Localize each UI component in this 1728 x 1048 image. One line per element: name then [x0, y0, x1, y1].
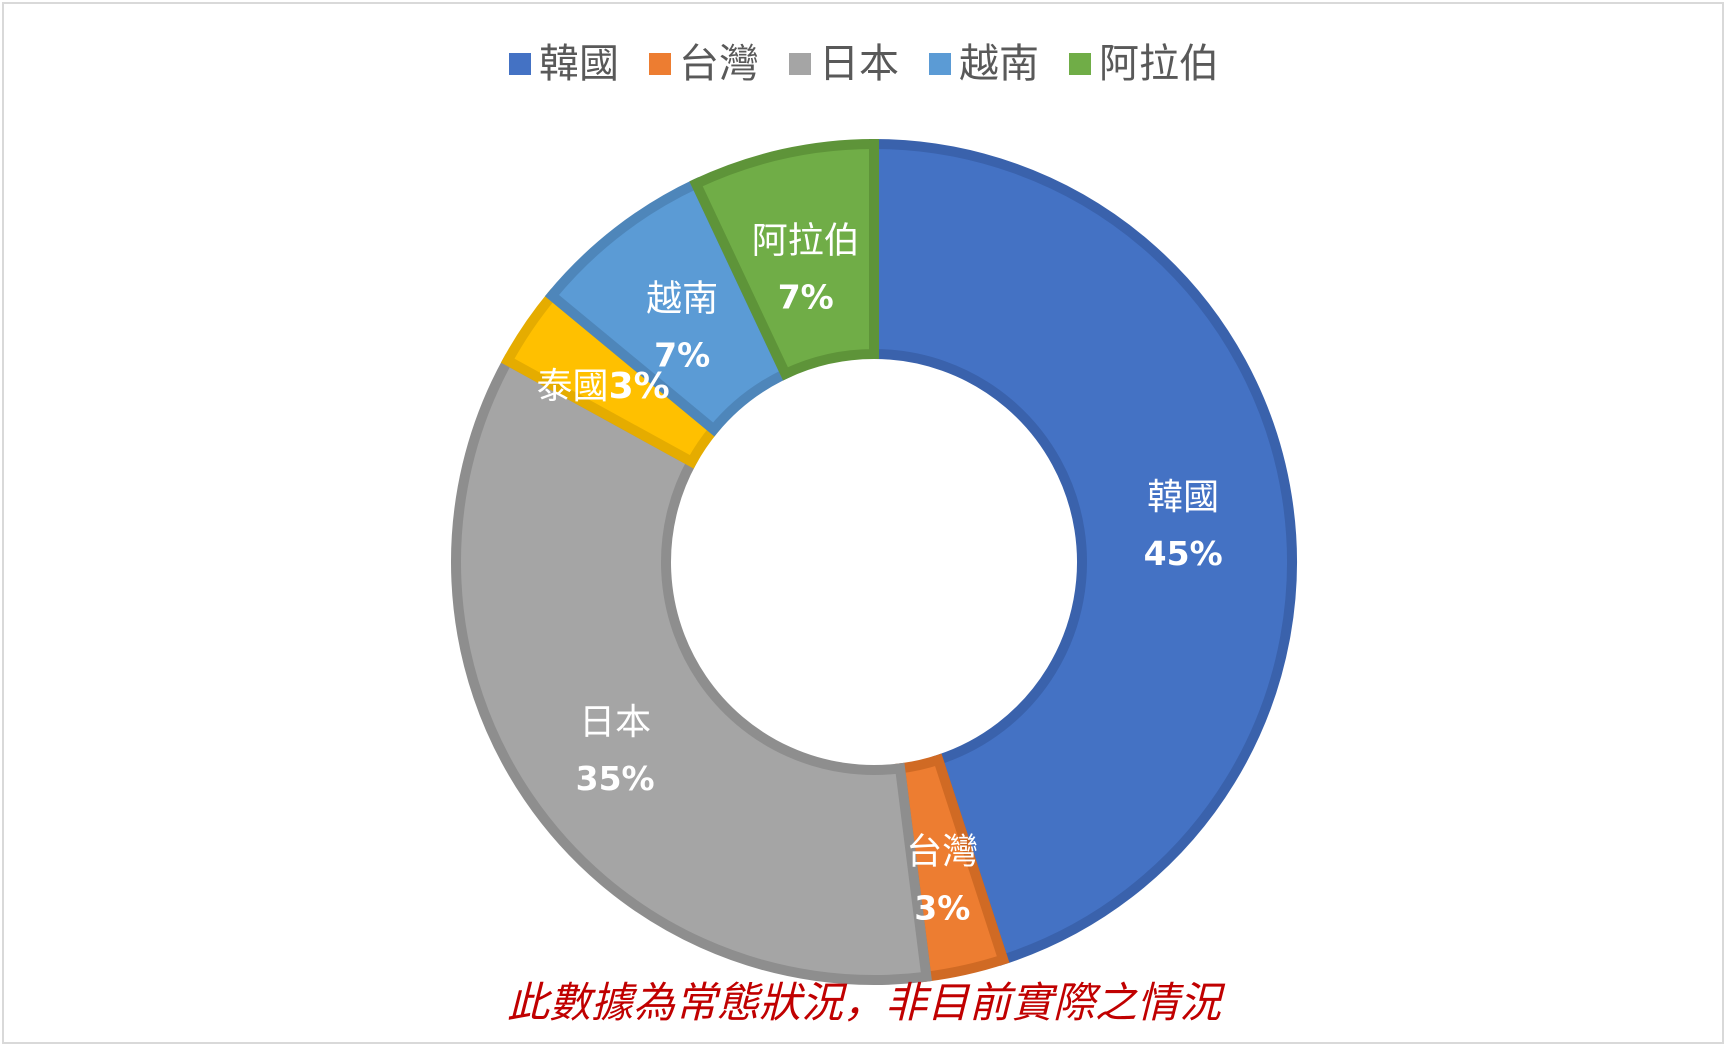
legend-swatch — [649, 53, 671, 75]
data-label-value: 3% — [914, 888, 970, 927]
slice-2 — [451, 353, 932, 985]
legend-swatch — [1069, 53, 1091, 75]
data-label-value: 35% — [576, 759, 655, 798]
data-label-text: 泰國3% — [537, 366, 670, 407]
data-label-1: 台灣 3% — [906, 831, 978, 927]
chart-legend: 韓國 台灣 日本 越南 阿拉伯 — [0, 40, 1728, 88]
slice-5 — [689, 138, 879, 381]
disclaimer-note: 此數據為常態狀況，非目前實際之情況 — [506, 978, 1221, 1027]
slice-0 — [869, 138, 1297, 966]
data-label-4: 越南 7% — [646, 279, 718, 375]
data-label-value: 7% — [778, 278, 834, 317]
data-label-0: 韓國 45% — [1144, 477, 1223, 573]
legend-label: 台灣 — [679, 41, 759, 87]
data-label-value: 45% — [1144, 534, 1223, 573]
data-label-category: 日本 — [579, 702, 651, 743]
legend-item: 越南 — [929, 40, 1039, 88]
data-label-2: 日本 35% — [576, 702, 655, 798]
legend-swatch — [929, 53, 951, 75]
legend-swatch — [789, 53, 811, 75]
data-label-category: 越南 — [646, 279, 718, 320]
legend-item: 韓國 — [509, 40, 619, 88]
data-label-3: 泰國3% — [537, 366, 670, 407]
legend-label: 韓國 — [539, 41, 619, 87]
data-label-category: 阿拉伯 — [752, 221, 860, 262]
data-label-5: 阿拉伯 7% — [752, 221, 860, 317]
legend-item: 日本 — [789, 40, 899, 88]
legend-swatch — [509, 53, 531, 75]
data-label-value: 7% — [654, 336, 710, 375]
legend-item: 阿拉伯 — [1069, 40, 1219, 88]
legend-label: 日本 — [819, 41, 899, 87]
data-label-category: 台灣 — [906, 831, 978, 872]
legend-label: 越南 — [959, 41, 1039, 87]
data-label-category: 韓國 — [1147, 477, 1219, 518]
legend-label: 阿拉伯 — [1099, 41, 1219, 87]
legend-item: 台灣 — [649, 40, 759, 88]
